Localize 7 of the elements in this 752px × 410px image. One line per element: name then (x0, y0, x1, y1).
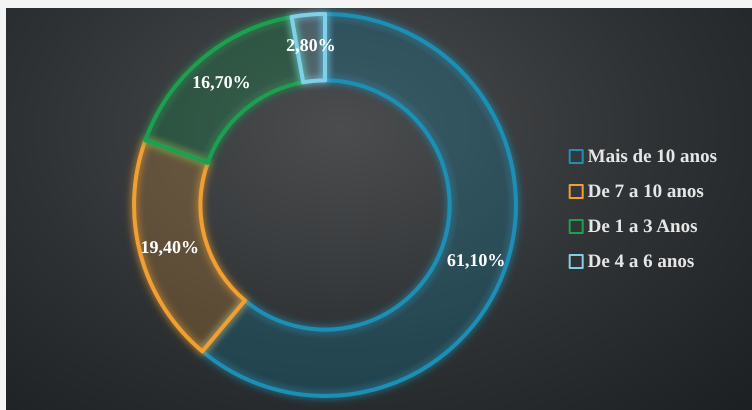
data-label: 16,70% (192, 72, 251, 92)
legend-label: Mais de 10 anos (588, 146, 718, 167)
legend-label: De 4 a 6 anos (588, 251, 694, 272)
legend-label: De 1 a 3 Anos (588, 216, 698, 237)
data-label: 19,40% (140, 236, 200, 257)
legend-label: De 7 a 10 anos (588, 181, 704, 202)
data-label: 61,10% (446, 250, 506, 270)
